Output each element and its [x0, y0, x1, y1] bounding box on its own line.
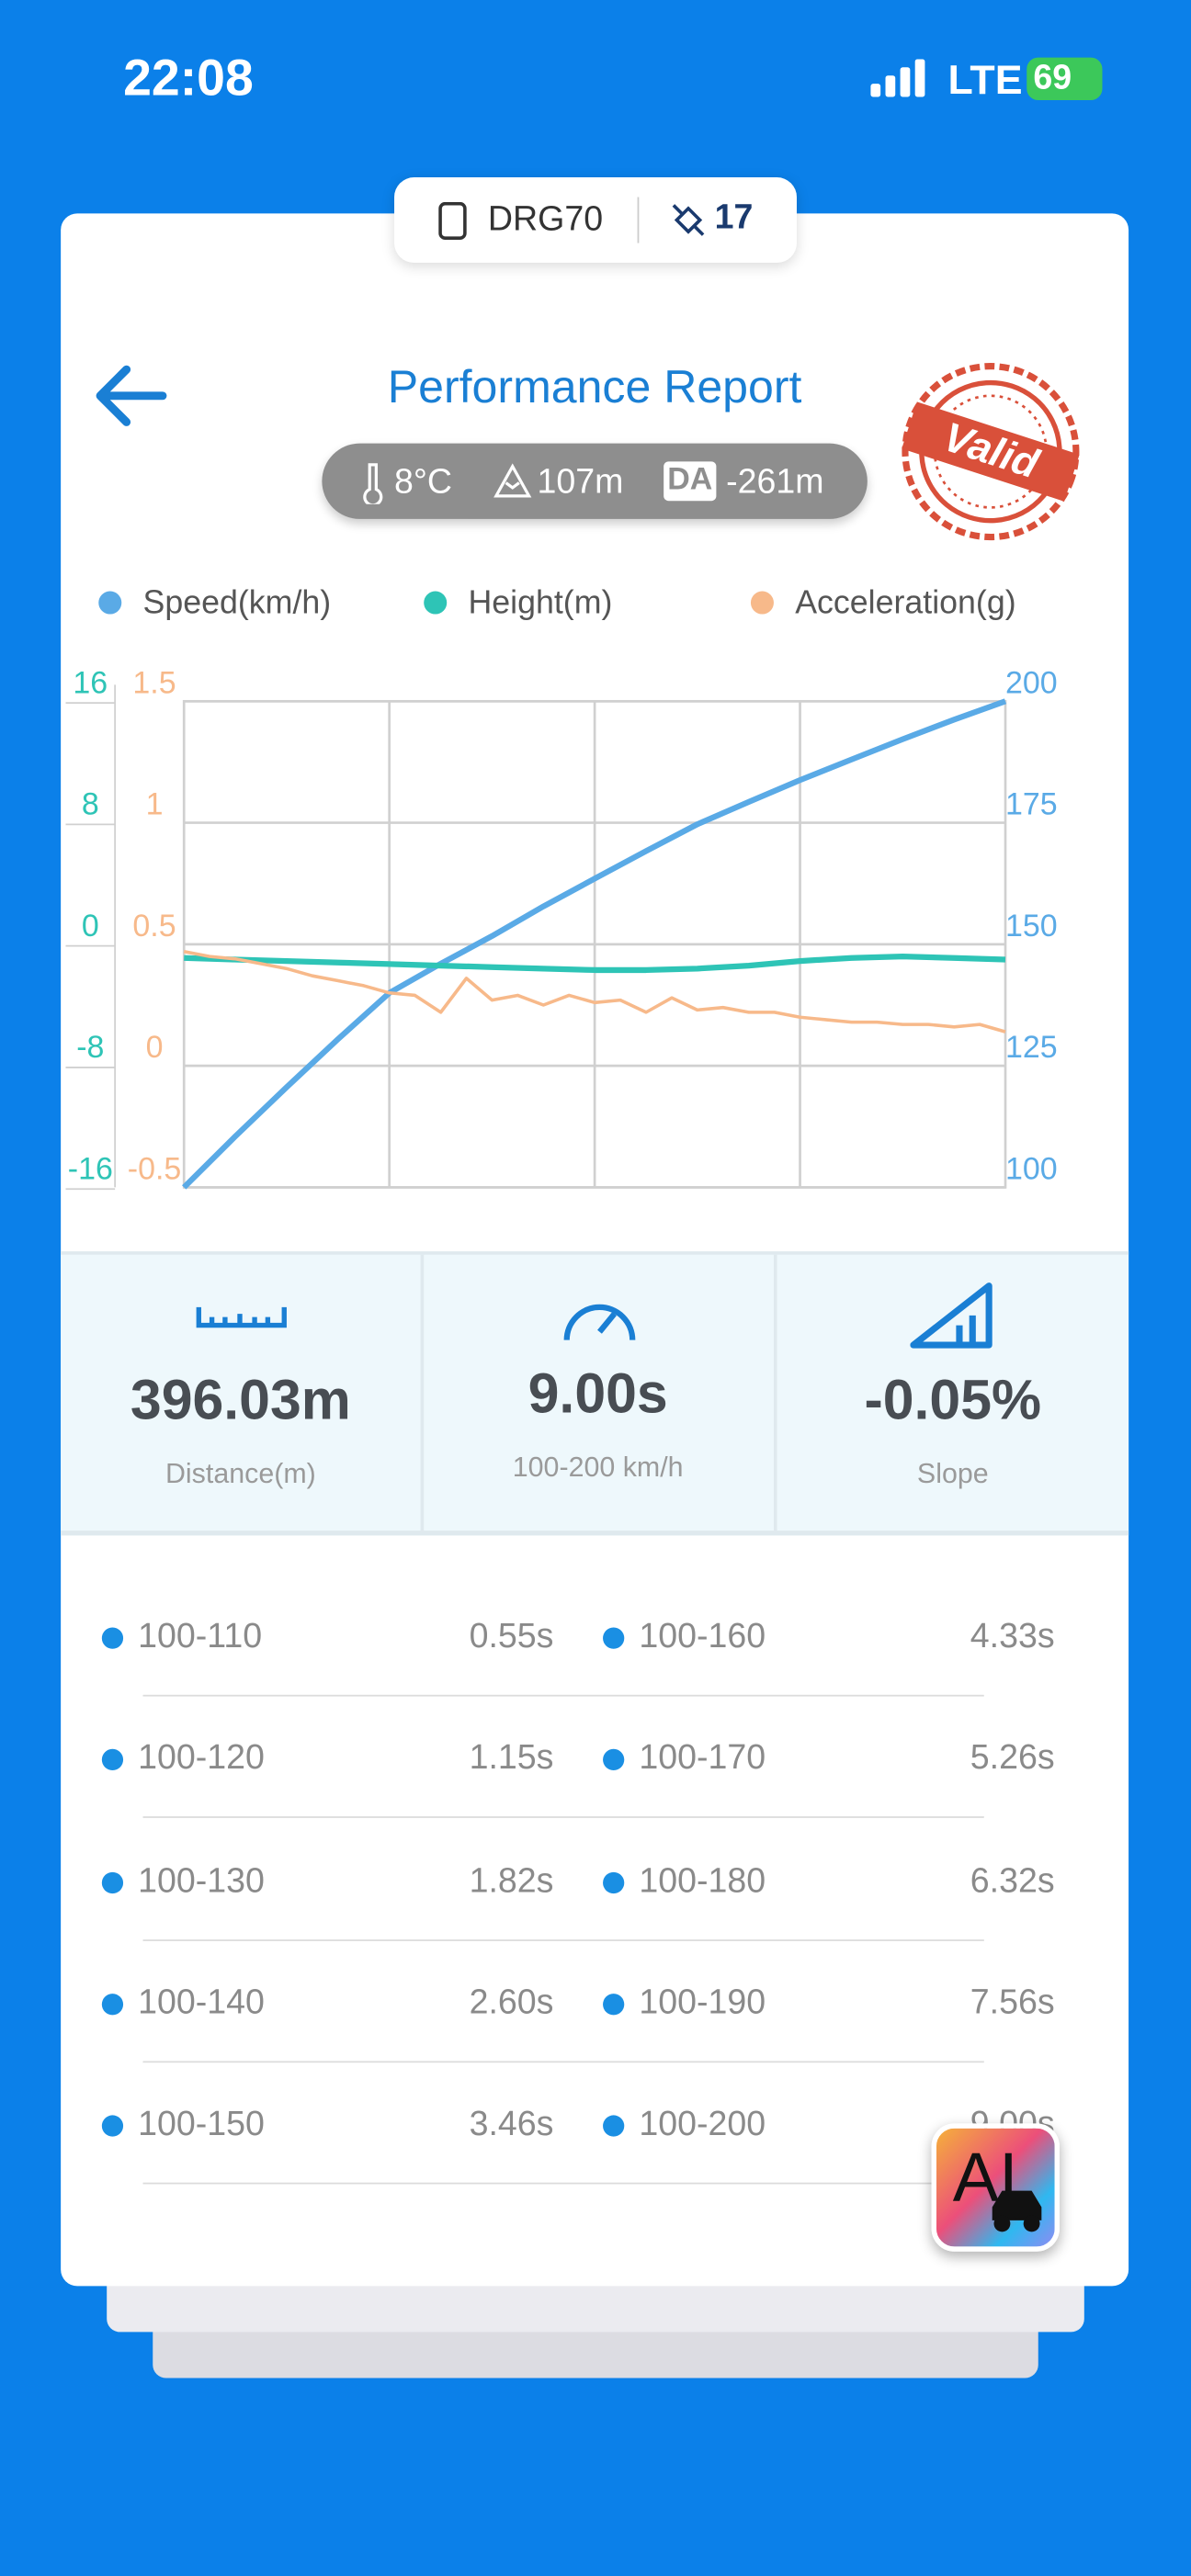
series-line	[183, 949, 1006, 1034]
split-time: 0.55s	[469, 1617, 554, 1655]
divider	[637, 197, 640, 243]
y3-tick-label: 1.5	[132, 665, 176, 700]
valid-stamp: Valid	[902, 363, 1080, 541]
stats-band: 396.03m Distance(m) 9.00s 100-200 km/h -0.05…	[61, 1251, 1129, 1536]
satellite-count: 17	[714, 198, 754, 237]
y2-tick-label: 125	[1005, 1030, 1058, 1065]
row-divider	[142, 2061, 984, 2063]
divider	[420, 1254, 425, 1531]
split-time: 2.60s	[469, 1983, 554, 2022]
legend-marker	[424, 591, 448, 615]
y3-tick-label: 0.5	[132, 909, 176, 943]
satellite-icon	[672, 204, 705, 236]
split-range: 100-130	[138, 1861, 265, 1900]
split-range: 100-190	[639, 1983, 766, 2022]
split-dot	[101, 1627, 124, 1649]
page-title: Performance Report	[387, 361, 802, 412]
legend-label: Height(m)	[468, 583, 612, 620]
row-divider	[142, 2183, 984, 2185]
y-tick-label: 8	[82, 787, 99, 822]
stat-label: Slope	[916, 1458, 989, 1490]
split-dot	[603, 1749, 625, 1771]
split-range: 100-150	[138, 2106, 265, 2144]
network-label: LTE	[947, 57, 1023, 104]
series-line	[184, 953, 1006, 974]
split-range: 100-180	[639, 1861, 766, 1900]
split-dot	[603, 1871, 625, 1893]
stat-value: 396.03m	[130, 1369, 351, 1432]
split-range: 100-160	[639, 1617, 766, 1655]
split-time: 1.82s	[469, 1861, 554, 1900]
split-dot	[101, 1749, 124, 1771]
y3-tick-label: 0	[146, 1030, 164, 1065]
ai-button[interactable]: AI	[931, 2123, 1061, 2252]
stat-label: 100-200 km/h	[512, 1452, 684, 1484]
y3-tick-label: 1	[146, 787, 164, 822]
ruler-icon	[196, 1306, 287, 1328]
row-divider	[142, 1694, 984, 1697]
mountain-icon	[493, 463, 532, 498]
split-time: 7.56s	[970, 1983, 1055, 2022]
y2-tick-label: 200	[1005, 665, 1058, 700]
split-range: 100-120	[138, 1739, 265, 1778]
device-pill[interactable]: DRG70 17	[394, 177, 797, 264]
split-time: 6.32s	[970, 1861, 1055, 1900]
y3-tick-label: -0.5	[128, 1152, 182, 1187]
series-line	[182, 698, 1007, 1190]
stat-value: -0.05%	[864, 1369, 1042, 1432]
split-time: 4.33s	[970, 1617, 1055, 1655]
y-tick-label: -8	[76, 1030, 104, 1065]
slope-icon	[910, 1282, 992, 1349]
speedometer-icon	[563, 1304, 636, 1340]
split-range: 100-170	[639, 1739, 766, 1778]
battery: 69	[1027, 57, 1103, 101]
split-dot	[603, 1993, 625, 2016]
row-divider	[142, 1938, 984, 1941]
status-time: 22:08	[123, 49, 254, 107]
split-time: 1.15s	[469, 1739, 554, 1778]
signal-icon	[870, 59, 925, 97]
split-dot	[603, 1627, 625, 1649]
legend-label: Speed(km/h)	[143, 583, 332, 620]
report-card	[61, 213, 1129, 2287]
split-range: 100-200	[639, 2106, 766, 2144]
back-button[interactable]	[90, 361, 172, 430]
split-dot	[603, 2115, 625, 2138]
legend-label: Acceleration(g)	[795, 583, 1015, 620]
conditions-pill: 8°C 107m DA -261m	[322, 443, 868, 519]
split-dot	[101, 1993, 124, 2016]
split-time: 5.26s	[970, 1739, 1055, 1778]
y-tick-label: -16	[68, 1152, 113, 1187]
y-tick-label: 16	[73, 665, 108, 700]
stat-label: Distance(m)	[164, 1458, 316, 1490]
legend-marker	[750, 591, 774, 615]
stat-value: 9.00s	[527, 1362, 668, 1426]
split-time: 3.46s	[469, 2106, 554, 2144]
da-badge: DA	[664, 461, 717, 502]
battery-level: 69	[1033, 59, 1072, 97]
split-dot	[101, 1871, 124, 1893]
y2-tick-label: 100	[1005, 1152, 1058, 1187]
car-icon	[992, 2190, 1042, 2232]
split-range: 100-110	[138, 1617, 263, 1655]
y-tick-label: 0	[82, 909, 99, 943]
y2-tick-label: 150	[1005, 909, 1058, 943]
thermometer-icon	[363, 463, 383, 504]
divider	[773, 1254, 777, 1531]
split-dot	[101, 2115, 124, 2138]
chart: -16 -8 0 8 16 -0.5 0 0.5 1 1.5 100 125 150 175 200 Spee…	[65, 583, 1058, 1191]
density-altitude: -261m	[726, 463, 824, 502]
device-name: DRG70	[487, 200, 604, 239]
altitude: 107m	[537, 463, 624, 502]
y2-tick-label: 175	[1005, 787, 1058, 822]
temperature: 8°C	[394, 463, 453, 502]
device-icon	[438, 201, 467, 240]
legend-marker	[98, 591, 122, 615]
split-range: 100-140	[138, 1983, 265, 2022]
row-divider	[142, 1816, 984, 1819]
